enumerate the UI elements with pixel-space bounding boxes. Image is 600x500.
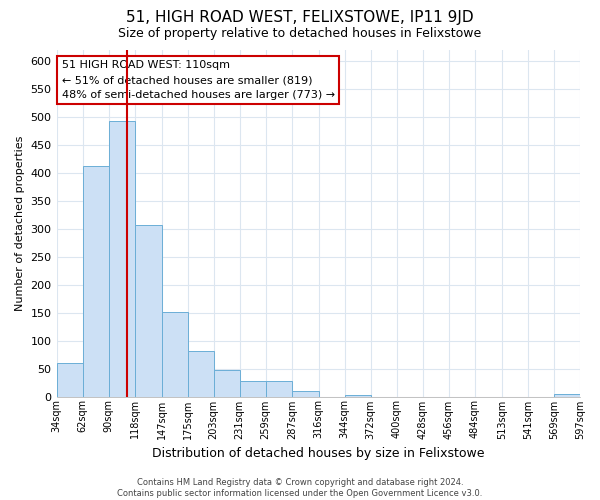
Bar <box>554 394 580 396</box>
Text: Size of property relative to detached houses in Felixstowe: Size of property relative to detached ho… <box>118 28 482 40</box>
Bar <box>214 370 240 396</box>
Text: Contains HM Land Registry data © Crown copyright and database right 2024.
Contai: Contains HM Land Registry data © Crown c… <box>118 478 482 498</box>
Bar <box>345 395 371 396</box>
Bar <box>292 391 319 396</box>
Bar <box>240 382 266 396</box>
Text: 51 HIGH ROAD WEST: 110sqm
← 51% of detached houses are smaller (819)
48% of semi: 51 HIGH ROAD WEST: 110sqm ← 51% of detac… <box>62 60 335 100</box>
Y-axis label: Number of detached properties: Number of detached properties <box>15 136 25 311</box>
X-axis label: Distribution of detached houses by size in Felixstowe: Distribution of detached houses by size … <box>152 447 485 460</box>
Bar <box>266 382 292 396</box>
Bar <box>109 121 134 396</box>
Bar <box>134 225 161 396</box>
Bar <box>56 363 83 396</box>
Bar <box>188 350 214 397</box>
Bar <box>161 312 188 396</box>
Text: 51, HIGH ROAD WEST, FELIXSTOWE, IP11 9JD: 51, HIGH ROAD WEST, FELIXSTOWE, IP11 9JD <box>126 10 474 25</box>
Bar <box>83 166 109 396</box>
